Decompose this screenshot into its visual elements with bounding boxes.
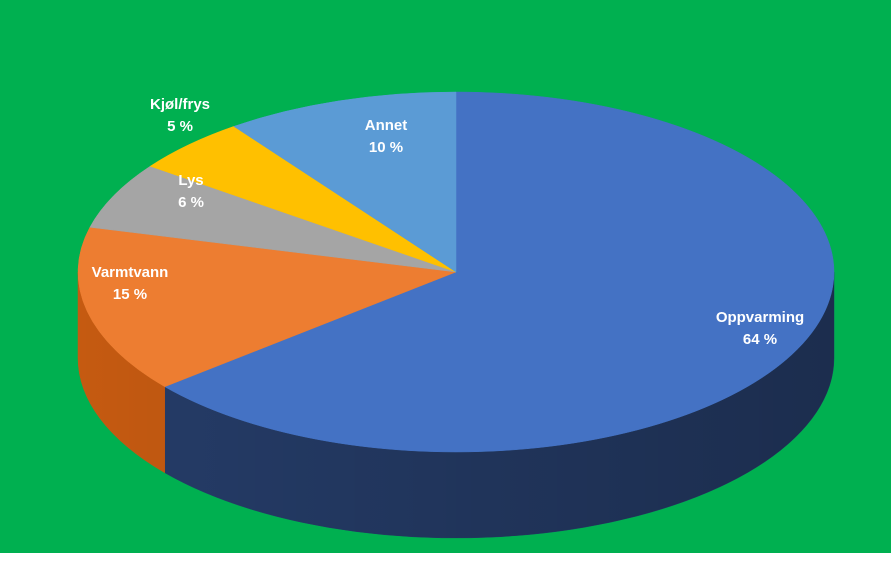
data-label-varmtvann: Varmtvann 15 % [92, 264, 169, 303]
pie-slice-lys [89, 165, 457, 273]
data-label-category: Annet [365, 117, 408, 134]
data-label-value: 6 % [178, 194, 204, 211]
data-label-oppvarming: Oppvarming 64 % [716, 309, 804, 348]
data-label-value: 64 % [743, 331, 777, 348]
data-label-category: Lys [178, 172, 203, 189]
data-label-value: 15 % [113, 286, 147, 303]
data-label-annet: Annet 10 % [365, 117, 408, 156]
data-label-category: Oppvarming [716, 309, 804, 326]
data-label-value: 10 % [369, 139, 403, 156]
bottom-strip [0, 553, 891, 562]
pie-top-faces [77, 91, 835, 453]
data-label-value: 5 % [167, 118, 193, 135]
data-label-category: Varmtvann [92, 264, 169, 281]
pie-slice-annet [233, 91, 457, 273]
pie-slice-varmtvann [77, 226, 457, 388]
data-label-category: Kjøl/frys [150, 96, 210, 113]
data-label-lys: Lys 6 % [178, 172, 204, 211]
data-label-kj-l-frys: Kjøl/frys 5 % [150, 96, 210, 135]
pie-slice-oppvarming [164, 91, 835, 453]
pie-side-shading [78, 272, 834, 538]
